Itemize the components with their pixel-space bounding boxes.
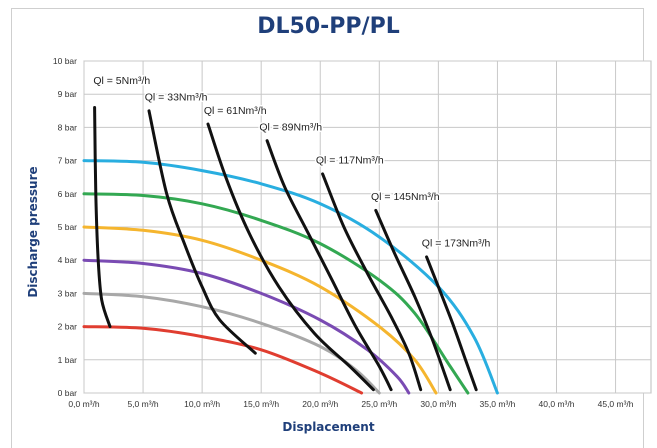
flow-curve-labels: Ql = 5Nm³/h Ql = 33Nm³/hQl = 61Nm³/h Ql = … bbox=[92, 73, 492, 251]
y-tick-label: 2 bar bbox=[58, 322, 78, 332]
pressure-curve bbox=[82, 325, 364, 395]
flow-curve-label: Ql = 117Nm³/h bbox=[316, 155, 384, 167]
flow-curve-label: Ql = 33Nm³/h bbox=[145, 92, 208, 104]
pressure-curve bbox=[82, 291, 381, 395]
flow-curve bbox=[374, 208, 452, 392]
y-tick-label: 6 bar bbox=[58, 189, 78, 199]
tick-labels: 0,0 m³/h 5,0 m³/h 10,0 m³/h 15,0 m³/h 20,0 m… bbox=[53, 56, 634, 409]
x-tick-label: 15,0 m³/h bbox=[243, 399, 279, 409]
flow-curve bbox=[425, 255, 478, 392]
performance-chart: 0,0 m³/h 5,0 m³/h 10,0 m³/h 15,0 m³/h 20,0 m… bbox=[53, 56, 652, 409]
flow-curve-label: Ql = 173Nm³/h bbox=[422, 238, 491, 250]
x-tick-label: 45,0 m³/h bbox=[598, 399, 634, 409]
pressure-curve bbox=[82, 159, 499, 395]
x-tick-label: 5,0 m³/h bbox=[127, 399, 158, 409]
flow-curve-label: Ql = 145Nm³/h bbox=[371, 191, 440, 203]
flow-curve bbox=[147, 109, 257, 355]
flow-curve bbox=[321, 172, 423, 392]
flow-curve bbox=[93, 106, 112, 329]
flow-curve bbox=[206, 122, 375, 392]
x-tick-label: 30,0 m³/h bbox=[420, 399, 456, 409]
grid bbox=[83, 60, 652, 394]
y-tick-label: 7 bar bbox=[58, 156, 78, 166]
y-tick-label: 0 bar bbox=[58, 388, 78, 398]
flow-curve-label: Ql = 61Nm³/h bbox=[204, 105, 267, 117]
y-tick-label: 1 bar bbox=[58, 355, 78, 365]
y-tick-label: 9 bar bbox=[58, 89, 78, 99]
flow-curve bbox=[265, 139, 393, 392]
pressure-curve bbox=[82, 192, 470, 395]
flow-curve-label: Ql = 5Nm³/h bbox=[93, 75, 150, 87]
x-tick-label: 25,0 m³/h bbox=[361, 399, 397, 409]
x-tick-label: 40,0 m³/h bbox=[539, 399, 575, 409]
y-tick-label: 8 bar bbox=[58, 122, 78, 132]
y-tick-label: 4 bar bbox=[58, 255, 78, 265]
y-tick-label: 3 bar bbox=[58, 288, 78, 298]
x-tick-label: 35,0 m³/h bbox=[479, 399, 515, 409]
chart-title: DL50-PP/PL bbox=[257, 14, 400, 39]
x-tick-label: 10,0 m³/h bbox=[184, 399, 220, 409]
x-tick-label: 0,0 m³/h bbox=[68, 399, 99, 409]
x-axis-label: Displacement bbox=[282, 420, 375, 434]
flow-curve-label: Ql = 89Nm³/h bbox=[259, 121, 322, 133]
flow-curves bbox=[93, 106, 478, 392]
x-tick-label: 20,0 m³/h bbox=[302, 399, 338, 409]
y-tick-label: 5 bar bbox=[58, 222, 78, 232]
y-tick-label: 10 bar bbox=[53, 56, 77, 66]
